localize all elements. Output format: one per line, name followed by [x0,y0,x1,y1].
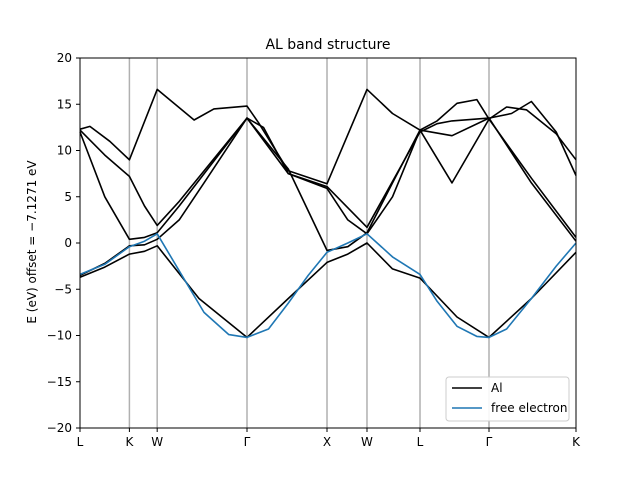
y-tick-label: 20 [57,51,72,65]
free-electron-line [79,233,577,339]
x-tick-label: L [417,435,424,449]
x-tick-label: X [323,435,331,449]
al-band-line [79,242,577,339]
x-tick-label: W [151,435,163,449]
x-tick-label: K [125,435,134,449]
y-tick-label: 15 [57,97,72,111]
y-axis-label: E (eV) offset = −7.1271 eV [25,160,39,324]
high-symmetry-lines [128,58,490,428]
y-tick-label: 0 [64,236,72,250]
legend-label-free-electron: free electron [491,401,568,415]
y-tick-label: −10 [47,329,72,343]
series-layer [79,88,577,339]
x-tick-label: Γ [244,435,251,449]
x-tick-label: W [361,435,373,449]
legend: Al free electron [445,376,570,422]
y-tick-label: −20 [47,421,72,435]
al-band-line [79,117,577,277]
y-tick-label: −15 [47,375,72,389]
y-tick-label: 5 [64,190,72,204]
al-band-line [79,88,577,185]
y-tick-label: 10 [57,144,72,158]
al-band-line [79,117,577,252]
al-band-line [79,100,577,229]
axis-ticks: L K W Γ X W L Γ K 20 15 10 5 0 −5 −10 −15 −20 [47,51,581,449]
plot-frame [79,57,577,429]
x-tick-label: L [77,435,84,449]
chart-title: AL band structure [265,37,390,53]
x-tick-label: Γ [486,435,493,449]
x-tick-label: K [572,435,581,449]
y-tick-label: −5 [54,282,72,296]
legend-label-al: Al [491,381,503,395]
